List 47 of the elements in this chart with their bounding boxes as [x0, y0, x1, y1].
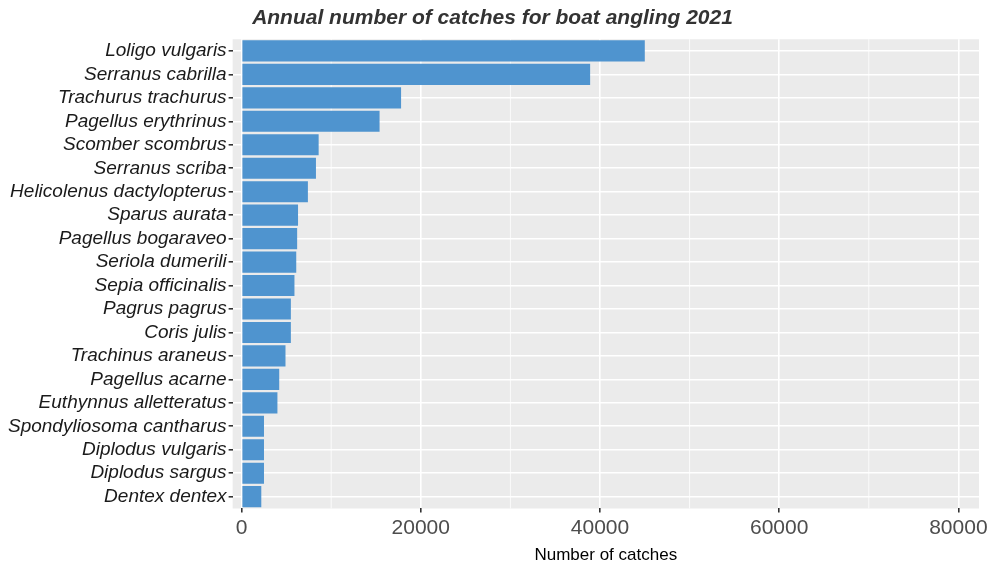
bar — [242, 345, 286, 367]
y-tick-label: Diplodus vulgaris — [81, 438, 228, 460]
y-tick-label: Diplodus sargus — [90, 461, 228, 483]
bar — [242, 392, 278, 414]
bar — [242, 204, 299, 226]
y-tick-label: Pagrus pagrus — [103, 297, 228, 319]
y-tick-label: Seriola dumerili — [95, 250, 228, 272]
y-tick-label: Pagellus erythrinus — [65, 109, 228, 131]
x-tick-label: 20000 — [391, 514, 450, 538]
chart-title: Annual number of catches for boat angling 2021 — [251, 5, 733, 29]
bar — [242, 251, 297, 273]
y-tick-label: Pagellus acarne — [90, 367, 227, 389]
y-tick-label: Scomber scombrus — [62, 133, 228, 155]
x-tick-label: 60000 — [749, 514, 809, 538]
bar — [242, 462, 264, 484]
bar — [242, 87, 402, 109]
y-tick-label: Serranus scriba — [93, 156, 227, 178]
bar — [242, 63, 591, 85]
bar — [242, 134, 319, 156]
y-tick-label: Sepia officinalis — [94, 273, 228, 295]
y-tick-label: Euthynnus alletteratus — [38, 391, 228, 413]
bar — [242, 298, 291, 320]
y-tick-label: Trachinus araneus — [70, 344, 228, 366]
bar — [242, 439, 264, 461]
x-tick-label: 40000 — [570, 514, 630, 538]
y-tick-label: Sparus aurata — [107, 203, 227, 225]
x-tick-label: 0 — [235, 514, 248, 538]
bar — [242, 321, 291, 344]
bar — [242, 415, 264, 437]
y-tick-label: Serranus cabrilla — [84, 62, 227, 84]
y-tick-label: Loligo vulgaris — [105, 39, 228, 61]
bar — [242, 157, 316, 179]
y-tick-label: Spondyliosoma cantharus — [7, 414, 228, 436]
y-tick-label: Helicolenus dactylopterus — [10, 179, 228, 201]
bar — [242, 368, 280, 390]
bar — [242, 181, 308, 203]
bar — [242, 110, 380, 132]
y-tick-label: Dentex dentex — [104, 484, 229, 506]
bar — [242, 274, 295, 297]
x-axis-title: Number of catches — [534, 545, 678, 565]
y-tick-label: Coris julis — [144, 320, 228, 342]
bar — [242, 40, 645, 62]
x-tick-label: 80000 — [929, 514, 988, 538]
y-tick-label: Trachurus trachurus — [58, 86, 228, 108]
bar — [242, 486, 262, 508]
y-tick-label: Pagellus bogaraveo — [58, 226, 227, 248]
bar — [242, 228, 298, 250]
